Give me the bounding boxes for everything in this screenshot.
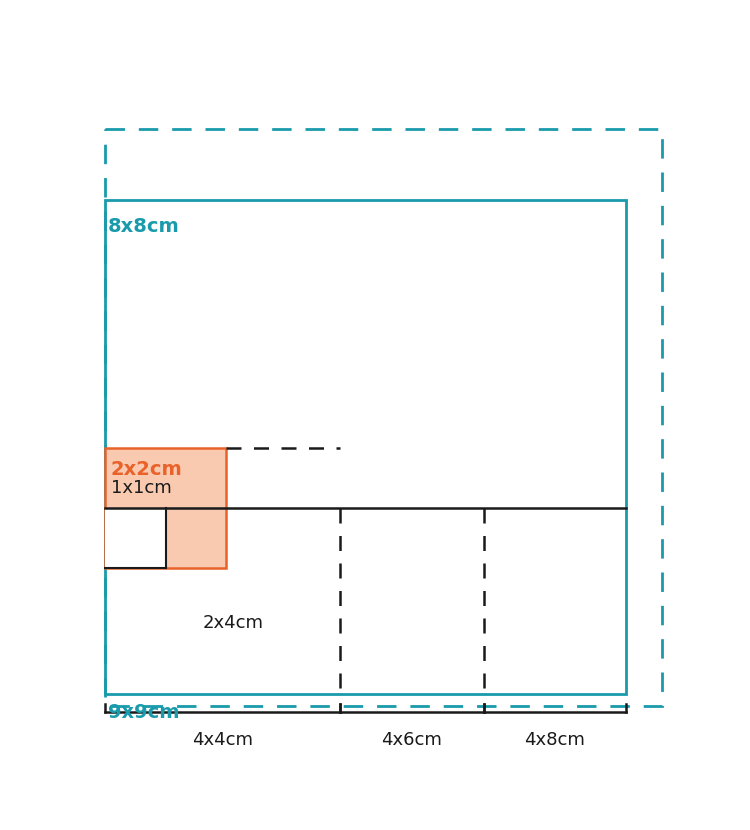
- Text: 4x6cm: 4x6cm: [381, 731, 442, 749]
- Bar: [105, 448, 226, 568]
- Text: 2x2cm: 2x2cm: [111, 460, 182, 479]
- Text: 8x8cm: 8x8cm: [108, 217, 179, 236]
- Text: 2x4cm: 2x4cm: [202, 614, 263, 632]
- Text: 1x1cm: 1x1cm: [111, 480, 172, 497]
- Text: 9x9cm: 9x9cm: [108, 703, 179, 722]
- Bar: [105, 200, 626, 694]
- Text: 4x8cm: 4x8cm: [524, 731, 585, 749]
- Bar: [105, 509, 166, 568]
- Text: 4x4cm: 4x4cm: [192, 731, 253, 749]
